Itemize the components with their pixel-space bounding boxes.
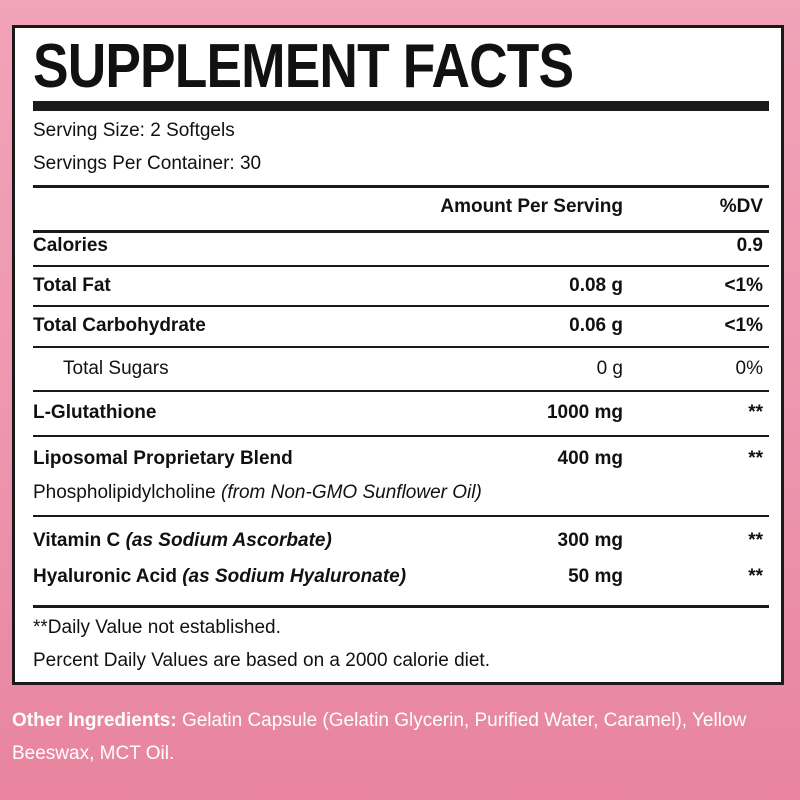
nutrient-label: Hyaluronic Acid (33, 566, 177, 587)
nutrient-name: Total Fat (33, 275, 111, 296)
nutrient-dv: 0.9 (736, 235, 763, 256)
nutrient-name: Vitamin C (as Sodium Ascorbate) (33, 530, 332, 552)
servings-per-container: Servings Per Container: 30 (33, 153, 262, 174)
amount-header: Amount Per Serving (440, 196, 623, 217)
dv-header: %DV (719, 196, 763, 217)
nutrient-name: Liposomal Proprietary Blend (33, 448, 293, 469)
divider (33, 185, 769, 188)
divider (33, 515, 769, 517)
nutrient-dv: <1% (724, 275, 763, 296)
nutrient-dv: ** (748, 566, 763, 587)
supplement-facts-panel: SUPPLEMENT FACTS Serving Size: 2 Softgel… (12, 25, 784, 685)
divider (33, 230, 769, 233)
other-ingredients-label: Other Ingredients: (12, 710, 177, 731)
nutrient-amount: 0 g (596, 358, 623, 379)
divider (33, 390, 769, 392)
thick-divider (33, 101, 769, 111)
nutrient-note: (as Sodium Hyaluronate) (182, 566, 407, 587)
footnote-calories: Percent Daily Values are based on a 2000… (33, 650, 490, 671)
footnote-dv: **Daily Value not established. (33, 617, 281, 638)
divider (33, 346, 769, 348)
divider (33, 435, 769, 437)
nutrient-label: Vitamin C (33, 530, 121, 551)
other-ingredients-text: Gelatin Capsule (Gelatin Glycerin, Purif… (12, 710, 747, 764)
other-ingredients: Other Ingredients: Gelatin Capsule (Gela… (12, 704, 792, 770)
nutrient-amount: 300 mg (557, 530, 623, 551)
nutrient-name: Total Carbohydrate (33, 315, 206, 336)
nutrient-amount: 50 mg (568, 566, 623, 587)
nutrient-note: (as Sodium Ascorbate) (125, 530, 332, 551)
serving-size: Serving Size: 2 Softgels (33, 120, 235, 141)
nutrient-dv: ** (748, 530, 763, 551)
nutrient-name: Total Sugars (63, 358, 169, 379)
divider (33, 265, 769, 267)
nutrient-amount: 400 mg (557, 448, 623, 469)
nutrient-amount: 0.08 g (569, 275, 623, 296)
nutrient-amount: 1000 mg (546, 402, 623, 423)
nutrient-dv: 0% (735, 358, 763, 379)
divider (33, 605, 769, 608)
subitem-note: (from Non-GMO Sunflower Oil) (221, 482, 482, 503)
panel-title: SUPPLEMENT FACTS (33, 32, 574, 101)
nutrient-subitem: Phospholipidylcholine (from Non-GMO Sunf… (33, 482, 482, 504)
divider (33, 305, 769, 307)
nutrient-name: L-Glutathione (33, 402, 157, 423)
nutrient-name: Hyaluronic Acid (as Sodium Hyaluronate) (33, 566, 406, 588)
nutrient-name: Calories (33, 235, 108, 256)
nutrient-amount: 0.06 g (569, 315, 623, 336)
subitem-name: Phospholipidylcholine (33, 482, 216, 503)
nutrient-dv: ** (748, 402, 763, 423)
nutrient-dv: <1% (724, 315, 763, 336)
nutrient-dv: ** (748, 448, 763, 469)
